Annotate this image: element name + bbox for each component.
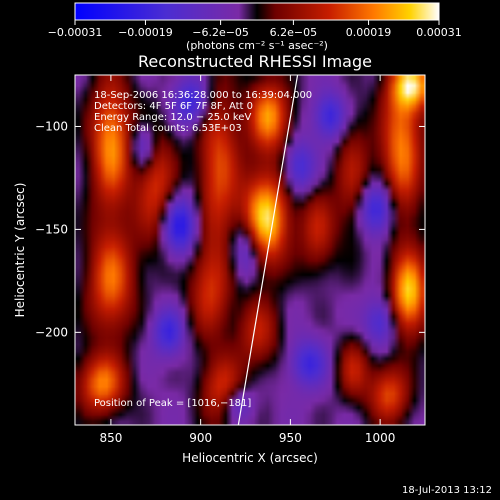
heatmap-image (75, 75, 425, 425)
colorbar-tick-label: −6.2e−05 (192, 26, 249, 39)
y-tick-label: −200 (35, 325, 68, 339)
colorbar-tick-label: −0.00031 (48, 26, 103, 39)
annotation-energy-range: Energy Range: 12.0 − 25.0 keV (94, 112, 251, 123)
colorbar-unit-label: (photons cm⁻² s⁻¹ asec⁻²) (186, 39, 328, 52)
x-tick-label: 950 (279, 431, 302, 445)
y-tick-label: −100 (35, 119, 68, 133)
y-axis: −100 −150 −200 (35, 119, 425, 339)
chart-title: Reconstructed RHESSI Image (138, 52, 372, 71)
annotation-time-range: 18-Sep-2006 16:36:28.000 to 16:39:04.000 (94, 90, 312, 101)
annotation-block: 18-Sep-2006 16:36:28.000 to 16:39:04.000… (94, 90, 312, 134)
peak-position-label: Position of Peak = [1016,−181] (94, 398, 251, 409)
colorbar-tick-label: 0.00019 (346, 26, 392, 39)
footer-timestamp: 18-Jul-2013 13:12 (401, 485, 492, 496)
colorbar-tick-label: 6.2e−05 (270, 26, 317, 39)
y-axis-label: Heliocentric Y (arcsec) (13, 183, 27, 318)
annotation-detectors: Detectors: 4F 5F 6F 7F 8F, Att 0 (94, 101, 253, 112)
x-axis-label: Heliocentric X (arcsec) (182, 451, 318, 465)
x-tick-label: 900 (189, 431, 212, 445)
colorbar-tick-label: −0.00019 (118, 26, 173, 39)
colorbar-ticks: −0.00031 −0.00019 −6.2e−05 6.2e−05 0.00019 0.… (48, 20, 462, 39)
x-tick-label: 1000 (365, 431, 396, 445)
colorbar-bar (74, 2, 440, 21)
x-axis: 850 900 950 1000 (99, 75, 395, 445)
plot-frame (74, 74, 426, 426)
x-tick-label: 850 (99, 431, 122, 445)
colorbar-tick-label: 0.00031 (416, 26, 462, 39)
annotation-clean-counts: Clean Total counts: 6.53E+03 (94, 123, 242, 134)
solar-limb-line (237, 75, 299, 425)
y-tick-label: −150 (35, 222, 68, 236)
